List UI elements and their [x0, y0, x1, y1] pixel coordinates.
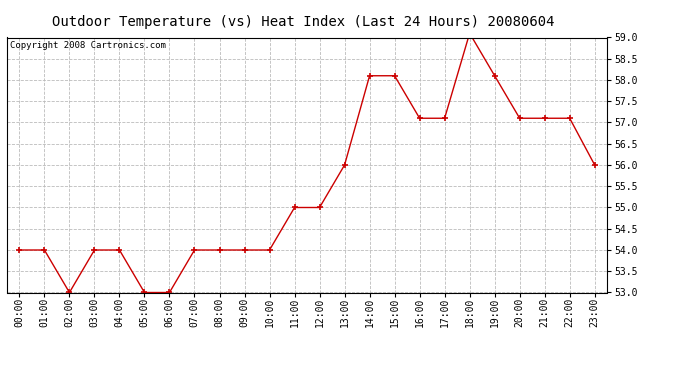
- Text: Copyright 2008 Cartronics.com: Copyright 2008 Cartronics.com: [10, 41, 166, 50]
- Text: Outdoor Temperature (vs) Heat Index (Last 24 Hours) 20080604: Outdoor Temperature (vs) Heat Index (Las…: [52, 15, 555, 29]
